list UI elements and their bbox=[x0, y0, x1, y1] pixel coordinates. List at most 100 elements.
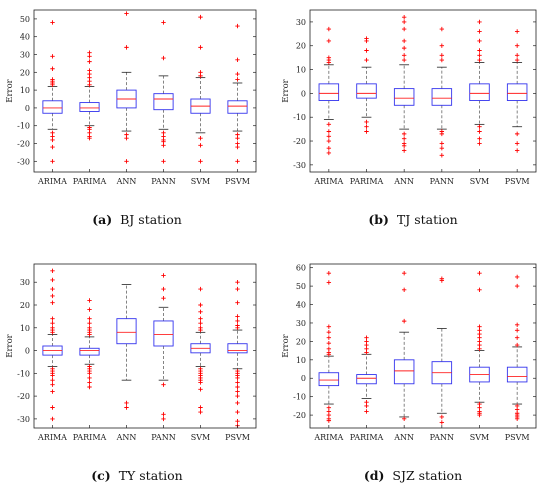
outlier-psvm bbox=[514, 43, 520, 48]
y-tick-label: 50 bbox=[20, 15, 30, 24]
caption-a-label: (a) bbox=[92, 212, 112, 227]
caption-c-label: (c) bbox=[91, 468, 110, 483]
panel-a-bj-station: -30 -20 -10 0 10 20 30 40 50 Error ARIMA PARIMA ANN P… bbox=[5, 9, 257, 186]
outlier-parima bbox=[364, 57, 369, 63]
outlier-svm bbox=[198, 135, 203, 141]
outlier-svm bbox=[477, 342, 482, 348]
outlier-parima bbox=[87, 54, 92, 59]
outlier-svm bbox=[477, 38, 482, 44]
outlier-parima bbox=[364, 339, 369, 344]
box-parima bbox=[79, 102, 100, 112]
outlier-parima bbox=[364, 124, 369, 129]
outlier-arima bbox=[50, 144, 55, 150]
outlier-svm bbox=[477, 141, 482, 146]
outlier-psvm bbox=[514, 29, 520, 34]
y-tick-label: 0 bbox=[25, 347, 30, 356]
outlier-ann bbox=[124, 400, 129, 406]
outlier-parima bbox=[364, 119, 369, 125]
outlier-arima bbox=[50, 66, 55, 71]
y-tick-label: -10 bbox=[293, 393, 306, 402]
outlier-arima bbox=[326, 412, 332, 418]
outlier-psvm bbox=[514, 148, 520, 153]
outlier-svm bbox=[198, 380, 203, 385]
y-axis-label: Error bbox=[5, 333, 15, 357]
outlier-pann bbox=[439, 153, 445, 158]
outlier-arima bbox=[326, 418, 332, 423]
y-tick-label: 20 bbox=[20, 68, 30, 77]
outlier-arima bbox=[326, 409, 332, 414]
caption-a: (a) BJ station bbox=[92, 212, 182, 227]
y-tick-label: 20 bbox=[296, 337, 306, 346]
outlier-svm bbox=[198, 405, 203, 410]
outlier-psvm bbox=[235, 380, 240, 385]
outlier-psvm bbox=[235, 135, 240, 141]
box-ann bbox=[393, 359, 415, 385]
outlier-parima bbox=[364, 403, 369, 409]
outlier-parima bbox=[364, 335, 369, 340]
y-tick-label: -20 bbox=[293, 137, 306, 146]
x-tick-label-svm: SVM bbox=[191, 433, 210, 442]
outlier-psvm bbox=[514, 322, 520, 328]
outlier-arima bbox=[50, 389, 55, 394]
x-tick-label-parima: PARIMA bbox=[350, 177, 384, 186]
outlier-psvm bbox=[514, 131, 520, 137]
outlier-psvm bbox=[235, 57, 240, 63]
outlier-ann bbox=[124, 11, 129, 16]
outlier-psvm bbox=[235, 375, 240, 381]
outlier-svm bbox=[477, 339, 482, 344]
outlier-arima bbox=[50, 382, 55, 387]
outlier-ann bbox=[124, 159, 129, 164]
box-parima bbox=[356, 83, 377, 99]
outlier-arima bbox=[326, 335, 332, 340]
outlier-arima bbox=[50, 300, 55, 305]
x-tick-label-svm: SVM bbox=[191, 177, 210, 186]
outlier-ann bbox=[401, 143, 407, 148]
outlier-arima bbox=[326, 271, 332, 276]
outlier-svm bbox=[198, 409, 203, 415]
outlier-parima bbox=[364, 342, 369, 348]
outlier-psvm bbox=[235, 318, 240, 324]
x-tick-label-svm: SVM bbox=[470, 433, 489, 442]
y-axis-label: Error bbox=[281, 333, 291, 357]
outlier-arima bbox=[326, 26, 332, 32]
outlier-arima bbox=[50, 316, 55, 321]
outlier-psvm bbox=[235, 144, 240, 150]
outlier-pann bbox=[439, 145, 445, 151]
plot-frame bbox=[309, 263, 537, 429]
outlier-psvm bbox=[235, 23, 240, 29]
outlier-arima bbox=[326, 138, 332, 144]
x-tick-label-psvm: PSVM bbox=[505, 177, 530, 186]
outlier-svm bbox=[477, 405, 482, 410]
outlier-pann bbox=[439, 26, 445, 32]
outlier-pann bbox=[161, 416, 166, 422]
outlier-psvm bbox=[235, 77, 240, 82]
x-tick-label-svm: SVM bbox=[470, 177, 489, 186]
outlier-parima bbox=[87, 307, 92, 312]
outlier-psvm bbox=[514, 335, 520, 340]
outlier-ann bbox=[124, 135, 129, 141]
x-tick-label-parima: PARIMA bbox=[73, 433, 107, 442]
box-ann bbox=[393, 88, 415, 106]
outlier-pann bbox=[161, 273, 166, 278]
outlier-svm bbox=[198, 321, 203, 326]
y-tick-label: -20 bbox=[17, 392, 30, 401]
y-tick-label: 10 bbox=[296, 356, 306, 365]
outlier-parima bbox=[364, 409, 369, 414]
outlier-svm bbox=[477, 48, 482, 53]
outlier-arima bbox=[50, 54, 55, 59]
outlier-svm bbox=[477, 19, 482, 25]
outlier-parima bbox=[87, 332, 92, 337]
box-arima bbox=[318, 372, 340, 387]
outlier-arima bbox=[50, 82, 55, 87]
y-tick-label: -20 bbox=[293, 411, 306, 420]
outlier-pann bbox=[161, 159, 166, 164]
outlier-ann bbox=[401, 57, 407, 63]
y-tick-label: 30 bbox=[296, 319, 306, 328]
y-tick-label: -10 bbox=[293, 113, 306, 122]
outlier-parima bbox=[87, 375, 92, 381]
outlier-psvm bbox=[514, 328, 520, 333]
x-tick-label-ann: ANN bbox=[393, 433, 414, 442]
outlier-svm bbox=[198, 143, 203, 148]
x-tick-label-psvm: PSVM bbox=[225, 433, 250, 442]
